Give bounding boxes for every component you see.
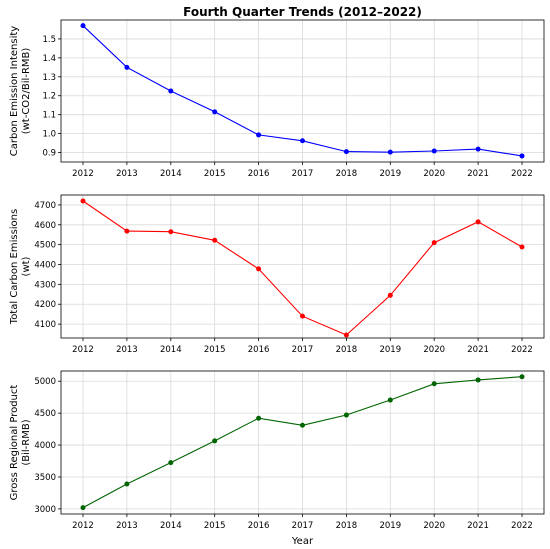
y-tick-label: 1.4: [42, 54, 56, 64]
y-tick-label: 4300: [34, 280, 56, 290]
chart-title: Fourth Quarter Trends (2012–2022): [183, 5, 422, 19]
x-tick-label: 2013: [116, 521, 138, 531]
data-point: [519, 244, 525, 250]
y-tick-label: 3000: [34, 505, 56, 515]
y-tick-label: 4000: [34, 441, 56, 451]
x-tick-label: 2018: [336, 345, 358, 355]
y-tick-label: 4700: [34, 201, 56, 211]
data-point: [300, 138, 305, 144]
x-tick-label: 2013: [116, 345, 138, 355]
data-point: [124, 228, 130, 234]
y-axis-label: (wt): [21, 256, 32, 276]
y-axis-label: Gross Regional Product: [9, 385, 20, 501]
x-tick-label: 2018: [336, 521, 358, 531]
y-axis-label: Total Carbon Emissions: [9, 209, 20, 325]
x-tick-label: 2019: [379, 345, 401, 355]
data-point: [80, 23, 86, 29]
x-tick-label: 2014: [160, 169, 182, 179]
data-point: [212, 438, 218, 444]
y-tick-label: 1.1: [42, 111, 56, 121]
data-point: [387, 292, 393, 298]
data-point: [519, 374, 525, 380]
data-point: [80, 505, 86, 511]
data-point: [300, 422, 305, 428]
data-point: [387, 149, 393, 155]
y-axis-label: (Bil-RMB): [21, 419, 32, 465]
x-tick-label: 2013: [116, 169, 138, 179]
y-tick-label: 5000: [34, 377, 56, 387]
data-point: [431, 381, 437, 387]
x-tick-label: 2020: [423, 169, 445, 179]
x-tick-label: 2015: [204, 521, 226, 531]
data-point: [343, 149, 349, 155]
y-tick-label: 4500: [34, 409, 56, 419]
data-point: [387, 397, 393, 403]
x-tick-label: 2021: [467, 169, 489, 179]
data-point: [256, 415, 262, 421]
data-point: [80, 198, 86, 204]
x-tick-label: 2018: [336, 169, 358, 179]
data-point: [431, 240, 437, 246]
data-point: [475, 219, 481, 225]
data-point: [256, 132, 262, 138]
data-point: [168, 229, 174, 235]
x-tick-label: 2022: [511, 345, 533, 355]
y-tick-label: 4100: [34, 320, 56, 330]
x-tick-label: 2014: [160, 345, 182, 355]
x-tick-label: 2014: [160, 521, 182, 531]
y-tick-label: 3500: [34, 473, 56, 483]
y-tick-label: 4500: [34, 241, 56, 251]
x-tick-label: 2019: [379, 521, 401, 531]
x-tick-label: 2022: [511, 169, 533, 179]
x-axis-label: Year: [291, 536, 314, 547]
data-point: [168, 460, 174, 466]
data-point: [300, 313, 305, 319]
y-tick-label: 4600: [34, 221, 56, 231]
y-axis-label: (wt-CO2/Bil-RMB): [21, 48, 32, 135]
y-axis-label: Carbon Emission Intensity: [9, 26, 20, 156]
data-point: [431, 148, 437, 154]
x-tick-label: 2016: [248, 345, 270, 355]
x-tick-label: 2017: [292, 521, 314, 531]
data-point: [256, 266, 262, 272]
y-tick-label: 1.0: [42, 130, 56, 140]
data-point: [343, 412, 349, 418]
y-tick-label: 4400: [34, 261, 56, 271]
x-tick-label: 2012: [72, 345, 94, 355]
x-tick-label: 2016: [248, 169, 270, 179]
y-tick-label: 4200: [34, 300, 56, 310]
x-tick-label: 2019: [379, 169, 401, 179]
data-point: [519, 153, 525, 159]
x-tick-label: 2012: [72, 169, 94, 179]
x-tick-label: 2012: [72, 521, 94, 531]
y-tick-label: 1.5: [42, 35, 56, 45]
y-tick-label: 0.9: [42, 149, 56, 159]
x-tick-label: 2020: [423, 345, 445, 355]
y-tick-label: 1.2: [42, 92, 56, 102]
data-point: [168, 88, 174, 94]
data-point: [475, 377, 481, 383]
x-tick-label: 2017: [292, 169, 314, 179]
x-tick-label: 2017: [292, 345, 314, 355]
x-tick-label: 2015: [204, 345, 226, 355]
data-point: [212, 109, 218, 115]
data-point: [475, 146, 481, 152]
x-tick-label: 2020: [423, 521, 445, 531]
x-tick-label: 2015: [204, 169, 226, 179]
y-tick-label: 1.3: [42, 73, 56, 83]
data-point: [124, 481, 130, 487]
data-point: [343, 332, 349, 338]
data-point: [124, 64, 130, 70]
x-tick-label: 2016: [248, 521, 270, 531]
x-tick-label: 2021: [467, 345, 489, 355]
x-tick-label: 2022: [511, 521, 533, 531]
x-tick-label: 2021: [467, 521, 489, 531]
data-point: [212, 237, 218, 243]
